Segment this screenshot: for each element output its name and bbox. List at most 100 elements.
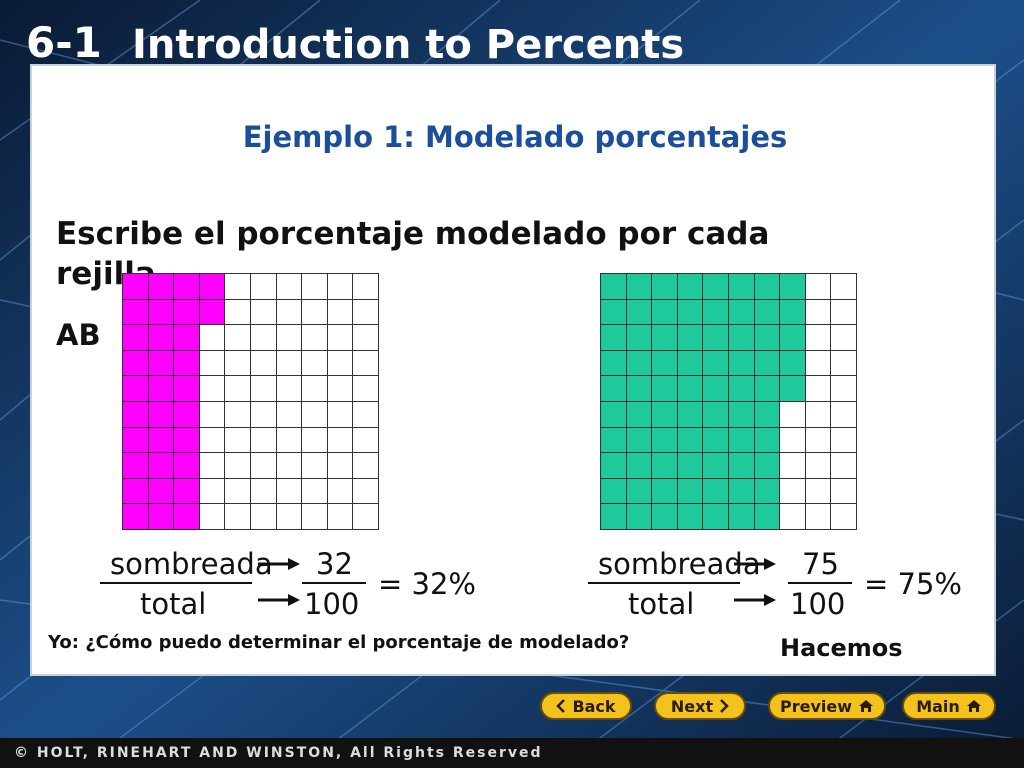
back-button[interactable]: Back — [540, 692, 632, 720]
grid-cell — [831, 504, 857, 530]
grid-cell — [353, 299, 379, 326]
grid-cell — [677, 376, 704, 402]
grid-cell — [652, 478, 678, 505]
grid-cell — [626, 427, 653, 454]
grid-cell — [327, 504, 354, 530]
grid-cell — [250, 376, 277, 402]
grid-cell — [225, 325, 251, 351]
grid-cell — [677, 325, 704, 351]
grid-cell — [677, 427, 704, 454]
grid-cell — [250, 453, 277, 479]
preview-button[interactable]: Preview — [768, 692, 886, 720]
grid-cell — [805, 504, 832, 530]
grid-cell — [123, 325, 149, 351]
grid-cell — [805, 478, 832, 505]
grid-cell — [677, 401, 704, 428]
grid-cell — [703, 401, 729, 428]
grid-cell — [728, 299, 755, 326]
grid-cell — [601, 453, 627, 479]
grid-cell — [250, 274, 277, 300]
grid-cell — [250, 401, 277, 428]
grid-cell — [626, 350, 653, 377]
grid-cell — [677, 453, 704, 479]
grid-cell — [302, 376, 328, 402]
grid-cell — [652, 325, 678, 351]
next-button[interactable]: Next — [654, 692, 746, 720]
grid-cell — [327, 478, 354, 505]
grid-cell — [601, 427, 627, 454]
grid-cell — [652, 376, 678, 402]
grid-cell — [677, 299, 704, 326]
grid-cell — [728, 350, 755, 377]
grid-cell — [148, 350, 175, 377]
grid-cell — [199, 401, 226, 428]
content-panel: Ejemplo 1: Modelado porcentajes Escribe … — [30, 64, 996, 676]
grid-cell — [728, 453, 755, 479]
grid-cell — [123, 453, 149, 479]
grid-cell — [831, 299, 857, 326]
fraction-b-value-bar — [788, 582, 852, 584]
grid-cell — [754, 350, 781, 377]
grid-cell — [250, 350, 277, 377]
grid-cell — [174, 325, 200, 351]
fraction-a-bar — [100, 582, 252, 584]
grid-cell — [276, 478, 303, 505]
grid-cell — [703, 478, 729, 505]
grid-cell — [601, 376, 627, 402]
grid-cell — [123, 478, 149, 505]
grid-cell — [199, 453, 226, 479]
grid-cell — [780, 504, 806, 530]
grid-cell — [831, 350, 857, 377]
grid-cell — [327, 427, 354, 454]
fraction-a-denominator-label: total — [140, 587, 207, 621]
grid-cell — [327, 350, 354, 377]
grid-cell — [148, 453, 175, 479]
arrow-right-icon — [258, 594, 300, 606]
grid-cell — [677, 274, 704, 300]
grid-cell — [831, 453, 857, 479]
grid-cell — [123, 299, 149, 326]
grid-cell — [652, 401, 678, 428]
grid-cell — [626, 274, 653, 300]
grid-cell — [601, 350, 627, 377]
grid-cell — [123, 376, 149, 402]
grid-cell — [601, 299, 627, 326]
grid-cell — [353, 325, 379, 351]
grid-cell — [276, 453, 303, 479]
grid-cell — [780, 350, 806, 377]
grid-cell — [703, 274, 729, 300]
grid-cell — [652, 504, 678, 530]
grid-cell — [754, 376, 781, 402]
grid-cell — [626, 453, 653, 479]
we-do-label: Hacemos — [780, 634, 903, 662]
fraction-b-numerator: 75 — [802, 547, 839, 581]
main-button[interactable]: Main — [902, 692, 996, 720]
grid-cell — [148, 401, 175, 428]
grid-cell — [174, 376, 200, 402]
chevron-right-icon — [720, 699, 729, 713]
grid-cell — [199, 376, 226, 402]
fraction-b-bar — [588, 582, 740, 584]
grid-cell — [199, 274, 226, 300]
grid-cell — [780, 274, 806, 300]
grid-cell — [250, 299, 277, 326]
grid-cell — [174, 478, 200, 505]
grid-cell — [652, 427, 678, 454]
grid-cell — [199, 427, 226, 454]
grid-cell — [601, 401, 627, 428]
grid-cell — [728, 376, 755, 402]
grid-cell — [626, 299, 653, 326]
grid-cell — [754, 427, 781, 454]
grid-cell — [353, 401, 379, 428]
grid-cell — [174, 274, 200, 300]
grid-cell — [123, 401, 149, 428]
grid-cell — [123, 274, 149, 300]
grid-cell — [174, 401, 200, 428]
grid-cell — [225, 350, 251, 377]
arrow-right-icon — [258, 558, 300, 570]
grid-cell — [780, 401, 806, 428]
grid-cell — [754, 401, 781, 428]
next-button-label: Next — [670, 696, 714, 716]
arrow-right-icon — [734, 558, 776, 570]
grid-cell — [677, 478, 704, 505]
